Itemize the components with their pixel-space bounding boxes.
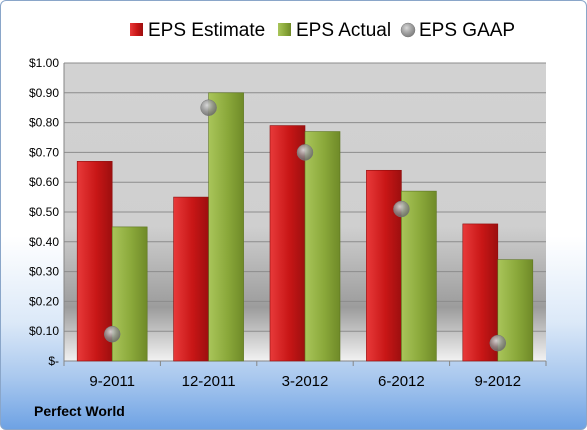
y-tick-label: $0.60 xyxy=(29,175,59,189)
marker-eps-gaap xyxy=(103,325,121,343)
y-tick-label: $0.10 xyxy=(29,324,59,338)
x-tick-label: 3-2012 xyxy=(282,373,329,390)
bar-eps-estimate xyxy=(366,169,402,362)
legend-swatch xyxy=(278,23,291,36)
x-tick-label: 12-2011 xyxy=(182,373,236,390)
y-tick-label: $0.90 xyxy=(29,86,59,100)
y-tick-label: $1.00 xyxy=(29,56,59,70)
y-tick-label: $0.30 xyxy=(29,265,59,279)
marker-eps-gaap xyxy=(200,99,217,116)
y-tick-label: $- xyxy=(48,354,59,368)
bar-eps-estimate xyxy=(173,196,209,362)
bar-eps-estimate xyxy=(269,125,306,362)
legend-swatch xyxy=(130,23,143,36)
x-tick-label: 6-2012 xyxy=(378,373,425,390)
x-tick-label: 9-2011 xyxy=(89,373,135,390)
legend: EPS Estimate EPS Actual EPS GAAP xyxy=(130,20,515,41)
x-tick-label: 9-2012 xyxy=(474,373,521,390)
marker-eps-gaap xyxy=(489,334,507,352)
y-tick-label: $0.70 xyxy=(29,145,59,159)
bar-eps-actual xyxy=(401,190,437,362)
y-tick-label: $0.50 xyxy=(29,205,59,219)
y-tick-label: $0.20 xyxy=(29,294,59,308)
legend-label: EPS Estimate xyxy=(148,20,265,41)
legend-label: EPS Actual xyxy=(296,20,391,41)
y-tick-label: $0.80 xyxy=(29,116,59,130)
bar-eps-actual xyxy=(304,131,341,362)
y-tick-label: $0.40 xyxy=(29,235,59,249)
marker-eps-gaap xyxy=(296,144,314,161)
bar-eps-estimate xyxy=(76,161,113,362)
bar-eps-actual xyxy=(111,226,148,362)
plot-area: $1.00 $0.90 $0.80 $0.70 $0.60 $0.50 $0.40 $0.30… xyxy=(29,56,547,390)
marker-eps-gaap xyxy=(393,200,410,218)
legend-swatch xyxy=(400,22,416,38)
bar-eps-actual xyxy=(208,92,244,362)
company-name: Perfect World xyxy=(34,403,125,419)
legend-label: EPS GAAP xyxy=(419,20,515,41)
